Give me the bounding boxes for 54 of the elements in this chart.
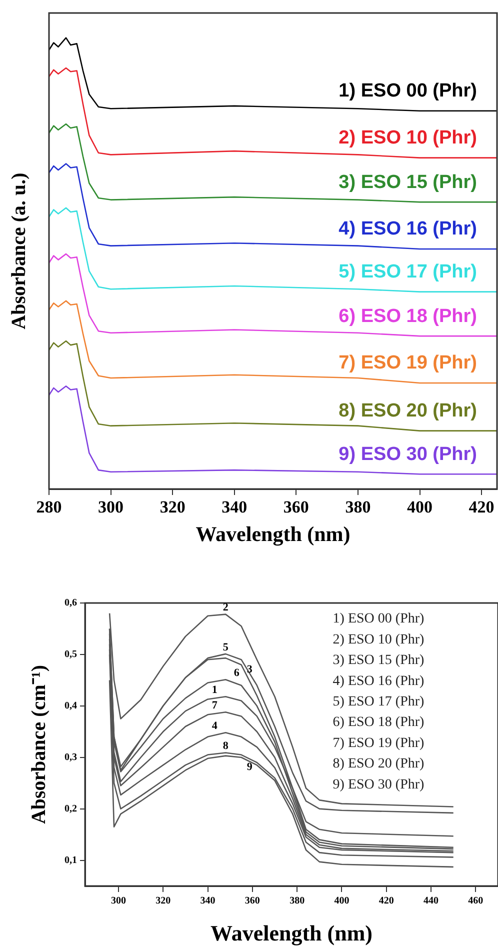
x-tick-label: 340 (200, 896, 216, 907)
y-axis-title: Absorbance (cm⁻¹) (28, 664, 50, 824)
series-label: 9 (246, 761, 253, 774)
x-tick-label: 420 (378, 896, 394, 907)
annotation: 3) ESO 15 (Phr) (332, 653, 425, 668)
x-tick-label: 460 (468, 896, 484, 907)
y-tick-label: 0,1 (64, 854, 77, 866)
annotation: 1) ESO 00 (Phr) (332, 612, 425, 627)
series-label: 6) ESO 18 (Phr) (338, 306, 477, 327)
x-tick-label: 380 (345, 498, 371, 517)
y-tick-label: 0,3 (64, 752, 77, 763)
y-tick-label: 0,4 (64, 700, 77, 712)
series-label: 3) ESO 15 (Phr) (338, 172, 477, 193)
x-tick-label: 440 (424, 896, 439, 907)
series-label: 5) ESO 17 (Phr) (338, 262, 477, 283)
series-label: 6 (234, 667, 240, 680)
x-axis-title: Wavelength (nm) (210, 920, 372, 946)
series-label: 2 (222, 602, 229, 614)
x-tick-label: 300 (110, 896, 126, 907)
x-tick-label: 340 (222, 498, 248, 517)
annotation: 9) ESO 30 (Phr) (332, 777, 425, 792)
annotation: 2) ESO 10 (Phr) (332, 632, 425, 648)
annotation: 5) ESO 17 (Phr) (332, 694, 425, 710)
x-tick-label: 420 (468, 498, 494, 517)
series-label: 7) ESO 19 (Phr) (338, 352, 477, 374)
series-label: 1 (212, 684, 218, 696)
x-axis-title: Wavelength (nm) (196, 522, 350, 546)
series-label: 7 (212, 699, 218, 712)
x-tick-label: 400 (407, 498, 433, 517)
y-tick-label: 0,6 (64, 598, 77, 609)
series-label: 8 (222, 740, 229, 752)
x-tick-label: 280 (36, 498, 62, 517)
x-tick-label: 300 (98, 498, 124, 517)
series-label: 4 (212, 720, 218, 732)
series-label: 3 (246, 663, 253, 676)
x-tick-label: 320 (160, 498, 186, 517)
x-tick-label: 380 (290, 896, 305, 907)
y-tick-label: 0,2 (64, 803, 77, 814)
annotation: 4) ESO 16 (Phr) (332, 674, 425, 689)
series-label: 1) ESO 00 (Phr) (338, 80, 477, 102)
annotation: 6) ESO 18 (Phr) (332, 715, 425, 730)
series-label: 5 (222, 641, 229, 654)
x-tick-label: 400 (334, 896, 350, 907)
y-axis-title: Absorbance (a. u.) (8, 172, 30, 330)
x-tick-label: 320 (156, 896, 171, 907)
annotation: 7) ESO 19 (Phr) (332, 736, 425, 751)
y-tick-label: 0,5 (64, 649, 77, 660)
series-label: 8) ESO 20 (Phr) (338, 400, 477, 422)
series-label: 2) ESO 10 (Phr) (338, 128, 477, 149)
series-label: 9) ESO 30 (Phr) (338, 444, 477, 465)
x-tick-label: 360 (244, 896, 260, 907)
series-label: 4) ESO 16 (Phr) (338, 218, 477, 240)
annotation: 8) ESO 20 (Phr) (332, 756, 425, 772)
x-tick-label: 360 (283, 498, 309, 517)
